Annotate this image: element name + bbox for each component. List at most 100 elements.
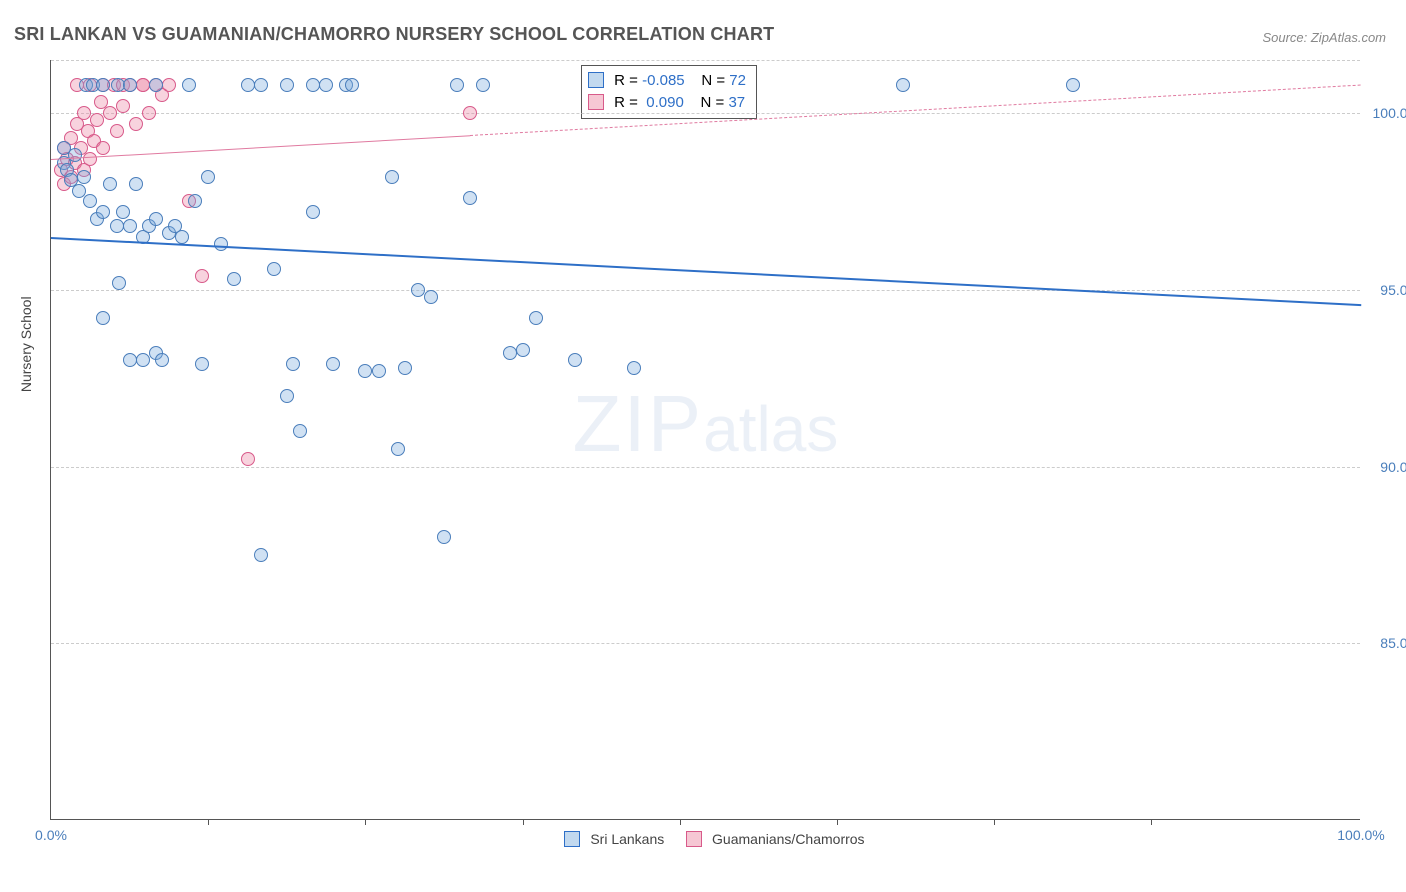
data-point [896, 78, 910, 92]
data-point [77, 170, 91, 184]
data-point [123, 219, 137, 233]
data-point [627, 361, 641, 375]
x-tick-mark [680, 819, 681, 825]
data-point [372, 364, 386, 378]
data-point [116, 205, 130, 219]
data-point [136, 78, 150, 92]
data-point [214, 237, 228, 251]
data-point [129, 117, 143, 131]
x-tick-mark [994, 819, 995, 825]
data-point [123, 353, 137, 367]
data-point [241, 452, 255, 466]
gridline [51, 467, 1360, 468]
legend: Sri Lankans Guamanians/Chamorros [51, 831, 1360, 847]
data-point [149, 212, 163, 226]
data-point [463, 191, 477, 205]
data-point [358, 364, 372, 378]
y-tick-label: 85.0% [1380, 635, 1406, 651]
data-point [254, 548, 268, 562]
data-point [476, 78, 490, 92]
data-point [201, 170, 215, 184]
scatter-plot: ZIPatlas R = -0.085 N = 72 R = 0.090 N =… [50, 60, 1360, 820]
gridline [51, 60, 1360, 61]
data-point [155, 353, 169, 367]
data-point [1066, 78, 1080, 92]
data-point [385, 170, 399, 184]
stats-row-pink: R = 0.090 N = 37 [588, 92, 746, 114]
data-point [424, 290, 438, 304]
data-point [254, 78, 268, 92]
x-tick-mark [365, 819, 366, 825]
data-point [90, 113, 104, 127]
data-point [162, 78, 176, 92]
watermark: ZIPatlas [573, 378, 839, 470]
data-point [326, 357, 340, 371]
data-point [529, 311, 543, 325]
legend-swatch-blue-icon [564, 831, 580, 847]
data-point [306, 78, 320, 92]
x-tick-mark [1151, 819, 1152, 825]
data-point [123, 78, 137, 92]
x-tick-label: 0.0% [35, 827, 67, 843]
x-tick-mark [523, 819, 524, 825]
data-point [568, 353, 582, 367]
data-point [293, 424, 307, 438]
swatch-blue-icon [588, 72, 604, 88]
data-point [129, 177, 143, 191]
stats-row-blue: R = -0.085 N = 72 [588, 70, 746, 92]
x-tick-mark [837, 819, 838, 825]
y-tick-label: 100.0% [1373, 105, 1406, 121]
data-point [280, 78, 294, 92]
data-point [116, 99, 130, 113]
data-point [195, 357, 209, 371]
data-point [96, 141, 110, 155]
data-point [286, 357, 300, 371]
legend-label-pink: Guamanians/Chamorros [712, 831, 865, 847]
data-point [142, 106, 156, 120]
data-point [77, 106, 91, 120]
y-axis-title: Nursery School [18, 296, 34, 392]
data-point [463, 106, 477, 120]
gridline [51, 290, 1360, 291]
data-point [267, 262, 281, 276]
gridline [51, 113, 1360, 114]
swatch-pink-icon [588, 94, 604, 110]
data-point [345, 78, 359, 92]
data-point [110, 124, 124, 138]
data-point [437, 530, 451, 544]
data-point [319, 78, 333, 92]
x-tick-label: 100.0% [1337, 827, 1384, 843]
data-point [188, 194, 202, 208]
data-point [103, 177, 117, 191]
data-point [227, 272, 241, 286]
trend-line [51, 135, 470, 160]
data-point [503, 346, 517, 360]
source-label: Source: ZipAtlas.com [1262, 30, 1386, 45]
correlation-stats-box: R = -0.085 N = 72 R = 0.090 N = 37 [581, 65, 757, 119]
data-point [96, 78, 110, 92]
trend-line [51, 237, 1361, 306]
legend-swatch-pink-icon [686, 831, 702, 847]
x-tick-mark [208, 819, 209, 825]
data-point [110, 219, 124, 233]
data-point [306, 205, 320, 219]
data-point [516, 343, 530, 357]
y-tick-label: 95.0% [1380, 282, 1406, 298]
gridline [51, 643, 1360, 644]
chart-title: SRI LANKAN VS GUAMANIAN/CHAMORRO NURSERY… [14, 24, 774, 45]
y-tick-label: 90.0% [1380, 459, 1406, 475]
data-point [195, 269, 209, 283]
data-point [391, 442, 405, 456]
data-point [280, 389, 294, 403]
data-point [103, 106, 117, 120]
data-point [83, 194, 97, 208]
data-point [241, 78, 255, 92]
legend-label-blue: Sri Lankans [590, 831, 664, 847]
data-point [182, 78, 196, 92]
data-point [136, 353, 150, 367]
data-point [83, 152, 97, 166]
data-point [96, 311, 110, 325]
data-point [112, 276, 126, 290]
data-point [96, 205, 110, 219]
data-point [411, 283, 425, 297]
